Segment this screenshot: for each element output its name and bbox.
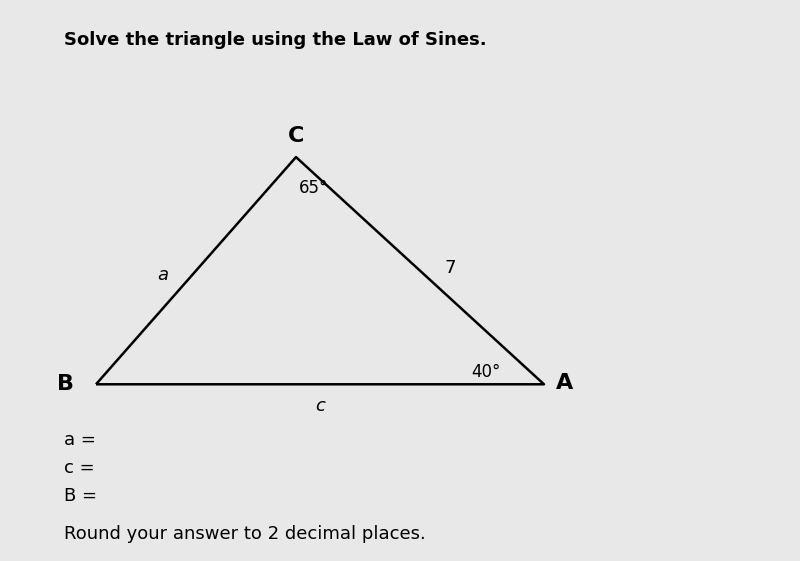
- Text: 65°: 65°: [299, 179, 328, 197]
- Text: Round your answer to 2 decimal places.: Round your answer to 2 decimal places.: [64, 525, 426, 543]
- Text: C: C: [288, 126, 304, 146]
- Text: A: A: [556, 373, 574, 393]
- Text: 40°: 40°: [472, 363, 501, 381]
- Text: a =: a =: [64, 431, 96, 449]
- Text: c: c: [315, 397, 325, 415]
- Text: B =: B =: [64, 488, 97, 505]
- Text: Solve the triangle using the Law of Sines.: Solve the triangle using the Law of Sine…: [64, 31, 486, 49]
- Text: 7: 7: [445, 259, 456, 277]
- Text: a: a: [157, 266, 168, 284]
- Text: c =: c =: [64, 459, 94, 477]
- Text: B: B: [57, 374, 74, 394]
